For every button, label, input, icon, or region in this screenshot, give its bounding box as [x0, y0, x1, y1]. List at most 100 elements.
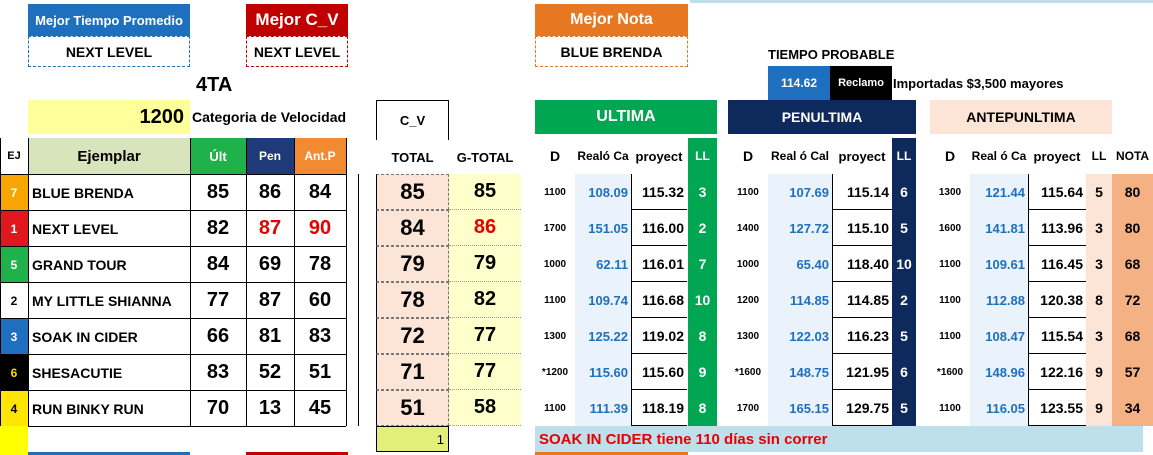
nota-value: 57	[1112, 354, 1153, 390]
pen-real: 165.15	[768, 390, 832, 426]
ant-ll: 9	[1086, 354, 1112, 390]
pen-real: 65.40	[768, 246, 832, 282]
pen-real: 127.72	[768, 210, 832, 246]
ult-distance: 1100	[544, 294, 566, 306]
pen-score: 81	[246, 318, 294, 354]
nota-value: 80	[1112, 210, 1153, 246]
total-score: 72	[376, 318, 449, 354]
gtotal-score: 79	[449, 246, 521, 282]
mejor-nota-label: Mejor Nota	[535, 4, 688, 36]
ejemplar-name: NEXT LEVEL	[28, 210, 190, 246]
ult-score: 85	[190, 174, 246, 210]
ant-distance: *1600	[936, 366, 964, 378]
grid-line	[246, 138, 247, 426]
nota-header: NOTA	[1115, 149, 1150, 163]
ant-ll: 8	[1086, 282, 1112, 318]
ejemplar-header: Ejemplar	[28, 138, 190, 174]
ej-number: 4	[0, 390, 28, 426]
pen-distance: 1400	[736, 222, 760, 234]
ej-number: 3	[0, 318, 28, 354]
tiempo-probable-value: 114.62	[768, 66, 830, 100]
bottom-stub-yellow	[0, 426, 28, 455]
pen-ll: 6	[892, 174, 916, 210]
cv-header: C_V	[376, 100, 449, 140]
pen-proyect: 114.85	[832, 282, 892, 318]
ult-proyect: 116.01	[631, 246, 687, 282]
grid-line	[0, 138, 1, 426]
penultima-header: PENULTIMA	[728, 100, 916, 134]
ult-d-header: D	[549, 148, 561, 164]
ant-real: 116.05	[970, 390, 1028, 426]
ant-proyect-header: proyect	[1033, 148, 1081, 164]
total-score: 79	[376, 246, 449, 282]
gtotal-score: 86	[449, 210, 521, 246]
ult-distance: 1700	[543, 222, 567, 234]
ult-score: 77	[190, 282, 246, 318]
ant-ll: 3	[1086, 210, 1112, 246]
ant-proyect: 120.38	[1028, 282, 1086, 318]
gtotal-header: G-TOTAL	[456, 149, 514, 165]
ej-number: 6	[0, 354, 28, 390]
ant-real: 141.81	[970, 210, 1028, 246]
pen-proyect: 121.95	[832, 354, 892, 390]
ult-ll: 2	[688, 210, 717, 246]
ant-ll: 5	[1086, 174, 1112, 210]
ult-header: Últ	[190, 138, 246, 174]
ult-score: 70	[190, 390, 246, 426]
mejor-cv-label: Mejor C_V	[246, 4, 348, 36]
pen-proyect: 118.40	[832, 246, 892, 282]
pen-proyect: 115.10	[832, 210, 892, 246]
mejor-cv-value: NEXT LEVEL	[246, 36, 348, 67]
mejor-tiempo-label: Mejor Tiempo Promedio	[28, 4, 190, 36]
pen-ll: 5	[892, 210, 916, 246]
pen-real: 107.69	[768, 174, 832, 210]
ult-ll: 10	[688, 282, 717, 318]
bottom-stub-orange	[535, 452, 688, 455]
pen-proyect: 129.75	[832, 390, 892, 426]
ult-score: 82	[190, 210, 246, 246]
pen-proyect: 115.14	[832, 174, 892, 210]
ant-distance: 1300	[938, 186, 962, 198]
mejor-tiempo-value: NEXT LEVEL	[28, 36, 190, 67]
ult-real: 111.39	[575, 390, 631, 426]
ult-proyect: 116.68	[631, 282, 687, 318]
categoria-label: Categoria de Velocidad	[192, 109, 347, 125]
ult-proyect: 115.60	[631, 354, 687, 390]
pen-distance: 1300	[736, 330, 760, 342]
pen-real: 148.75	[768, 354, 832, 390]
pen-ll-header: LL	[892, 138, 916, 174]
pen-ll: 6	[892, 354, 916, 390]
ant-ll: 9	[1086, 390, 1112, 426]
race-number: 4TA	[196, 73, 233, 96]
ejemplar-name: GRAND TOUR	[28, 246, 190, 282]
ant-distance: 1100	[939, 294, 961, 306]
nota-value: 72	[1112, 282, 1153, 318]
reclamo-label: Reclamo	[830, 66, 892, 100]
antp-score: 45	[294, 390, 346, 426]
gtotal-score: 58	[449, 390, 521, 426]
ej-number: 5	[0, 246, 28, 282]
pen-ll: 10	[892, 246, 916, 282]
ant-proyect: 115.64	[1028, 174, 1086, 210]
ant-real-header: Real ó Ca	[971, 149, 1027, 163]
gtotal-score: 82	[449, 282, 521, 318]
antp-score: 60	[294, 282, 346, 318]
ant-ll-header: LL	[1091, 149, 1107, 163]
pen-distance: 1000	[736, 258, 760, 270]
ult-distance: 1100	[544, 186, 566, 198]
ult-proyect: 115.32	[631, 174, 687, 210]
antp-score: 90	[294, 210, 346, 246]
gtotal-score: 77	[449, 318, 521, 354]
antp-score: 51	[294, 354, 346, 390]
cv-count: 1	[376, 426, 449, 452]
pen-distance: 1100	[737, 186, 759, 198]
ant-proyect: 113.96	[1028, 210, 1086, 246]
ult-score: 84	[190, 246, 246, 282]
pen-ll: 5	[892, 318, 916, 354]
ant-proyect: 116.45	[1028, 246, 1086, 282]
grid-line	[358, 174, 359, 426]
ejemplar-name: SHESACUTIE	[28, 354, 190, 390]
pen-proyect-header: proyect	[838, 148, 886, 164]
grid-line	[294, 138, 295, 426]
